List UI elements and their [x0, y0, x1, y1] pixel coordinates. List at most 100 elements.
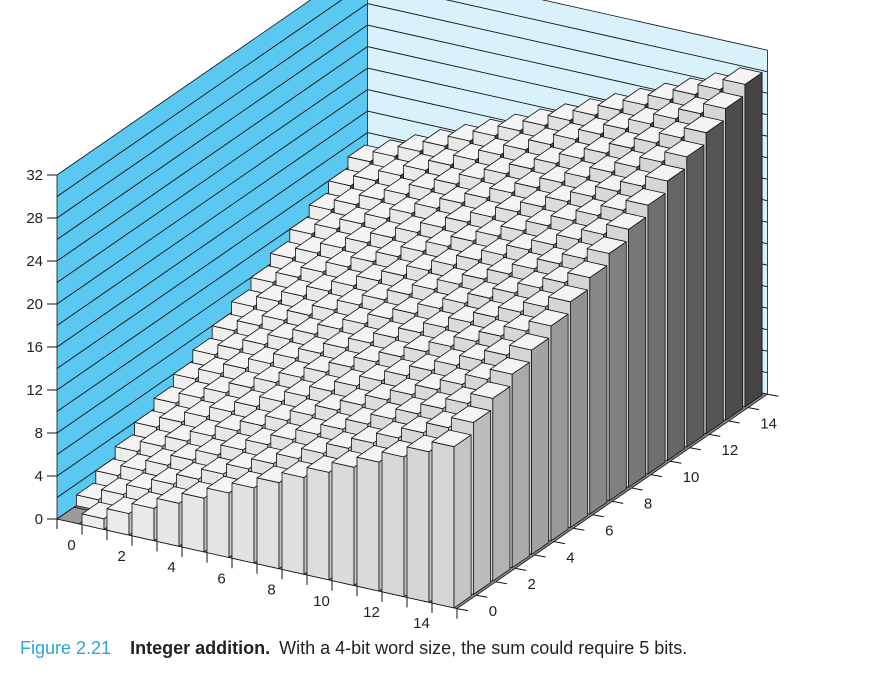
bar-top-face [567, 260, 608, 279]
bar-top-face [703, 91, 744, 109]
y-tick-label: 6 [605, 523, 613, 540]
x-tick-label: 2 [117, 548, 125, 565]
z-tick-label: 0 [35, 511, 43, 528]
left-wall-gridline [56, 46, 368, 262]
bar-side-face [570, 289, 588, 528]
bar-top-face [606, 212, 647, 230]
left-wall-gridline [56, 0, 343, 197]
bar-top-face [683, 115, 724, 134]
bar-side-face [705, 120, 724, 435]
bar-top-face [645, 163, 685, 182]
y-axis-tick [670, 460, 682, 464]
bar-side-face [589, 265, 608, 515]
bar-top-face [586, 236, 627, 254]
bar-front-face [231, 482, 255, 564]
y-axis-tick [728, 420, 740, 424]
bar-front-face [156, 497, 180, 547]
y-axis-tick [612, 500, 624, 504]
x-tick-label: 14 [413, 615, 430, 630]
bar-side-face [531, 337, 550, 555]
bar-top-face [664, 139, 705, 158]
y-axis-tick [515, 567, 527, 571]
bar-top-face [470, 381, 511, 399]
figure-caption: Figure 2.21 Integer addition. With a 4-b… [20, 638, 687, 659]
x-tick-label: 4 [167, 559, 175, 576]
y-axis-tick [767, 393, 779, 397]
z-tick-label: 4 [35, 468, 43, 485]
x-tick-label: 8 [267, 582, 275, 599]
y-tick-label: 4 [566, 549, 574, 566]
bars [56, 67, 763, 609]
figure-text: With a 4-bit word size, the sum could re… [279, 638, 688, 658]
y-axis-tick [631, 487, 643, 491]
bar-side-face [492, 386, 511, 582]
y-axis-tick [534, 554, 546, 558]
bar [431, 429, 472, 609]
bar-top-face [528, 308, 569, 327]
back-wall-gridline [445, 0, 768, 73]
y-axis-tick [573, 527, 585, 531]
y-axis-tick [456, 608, 469, 612]
bar-front-face [281, 472, 305, 575]
left-wall-gridline [56, 67, 368, 283]
y-axis-tick [553, 541, 566, 545]
bar-side-face [647, 192, 666, 475]
bar-front-face [331, 461, 355, 586]
bar-top-face [722, 67, 763, 85]
y-axis-tick [495, 581, 507, 585]
x-tick-label: 10 [313, 593, 330, 610]
bar-side-face [667, 168, 685, 461]
bar-front-face [306, 467, 330, 581]
left-wall-gridline [56, 89, 368, 305]
y-axis-tick [689, 447, 701, 451]
bar-top-face [450, 405, 491, 423]
bar-side-face [608, 241, 627, 502]
bar-top-face [431, 429, 472, 448]
bar-top-face [509, 332, 550, 351]
bar-front-face [131, 503, 155, 542]
bar-front-face [206, 487, 230, 558]
z-tick-label: 24 [26, 253, 43, 270]
z-tick-label: 32 [26, 167, 43, 184]
bar-side-face [744, 72, 763, 408]
bar-side-face [472, 410, 491, 595]
bar-side-face [725, 96, 744, 421]
bar-side-face [628, 217, 647, 488]
left-wall-gridline [56, 153, 368, 369]
y-tick-label: 14 [760, 415, 777, 432]
x-tick-label: 0 [67, 537, 75, 554]
bar-top-face [625, 188, 666, 206]
bar-front-face [356, 456, 380, 592]
x-tick-label: 12 [363, 604, 380, 621]
bar-side-face [511, 361, 530, 569]
bar-front-face [431, 441, 455, 609]
z-tick-label: 12 [26, 382, 43, 399]
y-tick-label: 2 [528, 576, 536, 593]
figure-title: Integer addition. [130, 638, 271, 658]
z-tick-label: 16 [26, 339, 43, 356]
y-axis-tick [592, 514, 604, 518]
y-axis-tick [709, 433, 721, 437]
bar-front-face [406, 446, 430, 603]
bar-side-face [550, 313, 569, 542]
bar-front-face [181, 492, 205, 553]
bar-top-face [548, 284, 588, 303]
y-axis-tick [476, 594, 488, 598]
bar-side-face [686, 144, 705, 448]
x-tick-label: 6 [217, 570, 225, 587]
figure-label: Figure 2.21 [20, 638, 112, 658]
bar-top-face [489, 357, 530, 375]
z-tick-label: 28 [26, 210, 43, 227]
left-wall-gridline [56, 3, 368, 219]
y-tick-label: 0 [489, 603, 497, 620]
y-axis-tick [747, 407, 760, 411]
left-wall-gridline [56, 110, 368, 326]
left-wall-gridline [56, 132, 368, 348]
bar-side-face [453, 434, 472, 609]
z-tick-label: 8 [35, 425, 43, 442]
y-axis-tick [650, 474, 663, 478]
y-tick-label: 8 [644, 496, 652, 513]
left-wall-gridline [56, 24, 368, 240]
